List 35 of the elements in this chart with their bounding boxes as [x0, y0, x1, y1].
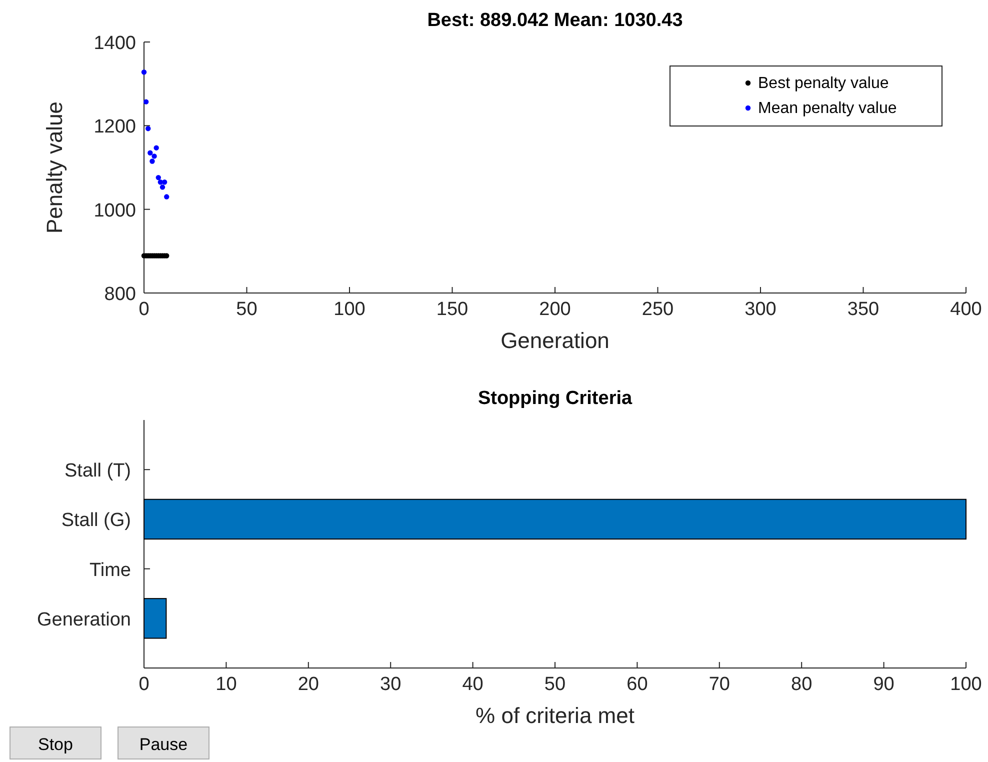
x-tick-label: 10: [216, 674, 237, 695]
x-tick-label: 80: [791, 674, 812, 695]
x-tick-label: 200: [539, 299, 571, 320]
x-tick-label: 350: [847, 299, 880, 320]
x-tick-label: 400: [950, 299, 982, 320]
y-tick-label: 800: [104, 284, 136, 305]
y-tick-label: 1400: [94, 33, 136, 54]
y-tick-label: Time: [89, 560, 131, 581]
legend-label: Best penalty value: [758, 75, 889, 92]
x-tick-label: 40: [462, 674, 484, 695]
y-tick-label: 1200: [94, 116, 136, 138]
y-axis-title: Penalty value: [42, 101, 67, 234]
x-tick-label: 90: [873, 674, 894, 695]
x-tick-label: 100: [950, 674, 982, 695]
x-axis-title: % of criteria met: [476, 703, 634, 728]
x-tick-label: 20: [298, 674, 319, 695]
x-tick-label: 0: [138, 674, 150, 695]
x-tick-label: 300: [744, 299, 776, 320]
x-tick-label: 50: [236, 299, 258, 320]
x-tick-label: 60: [626, 674, 648, 695]
x-tick-label: 50: [544, 674, 566, 695]
x-tick-label: 150: [436, 299, 468, 320]
y-tick-label: Generation: [36, 609, 131, 630]
y-tick-label: 1000: [94, 200, 136, 222]
x-tick-label: 70: [708, 674, 730, 695]
x-tick-label: 0: [138, 299, 150, 320]
y-tick-label: Stall (G): [61, 510, 131, 532]
chart-title: Stopping Criteria: [478, 388, 632, 409]
x-tick-label: 30: [380, 674, 402, 695]
x-axis-title: Generation: [500, 328, 610, 353]
x-tick-label: 250: [642, 299, 674, 320]
x-tick-label: 100: [334, 299, 366, 320]
legend-label: Mean penalty value: [758, 100, 897, 117]
y-tick-label: Stall (T): [64, 460, 131, 482]
chart-title: Best: 889.042 Mean: 1030.43: [427, 10, 683, 31]
